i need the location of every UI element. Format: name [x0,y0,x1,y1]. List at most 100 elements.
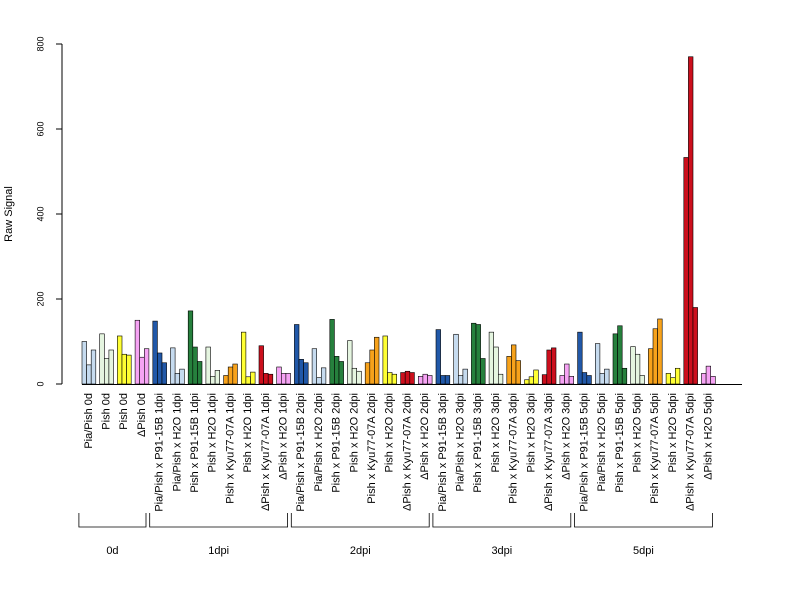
bar [99,333,105,385]
bar [665,373,671,385]
bar [161,362,167,385]
bar [320,367,327,385]
bar [347,340,353,385]
group-label: 3dpi [491,545,512,557]
bar [701,373,707,385]
bar [117,335,123,385]
bar [422,373,428,385]
bar [126,354,132,385]
bar [604,368,610,385]
bar [369,349,375,385]
bar [417,376,424,385]
bar [488,331,495,385]
bar [568,376,574,385]
bar [400,372,406,385]
bar [241,331,247,385]
x-tick-label: ΔPish x H2O 5dpi [702,393,714,480]
x-tick-label: Pish x Kyu77-07A 1dpi [224,393,236,504]
bar [599,373,605,385]
bar [639,375,645,385]
bar [280,373,287,385]
x-tick-label: Pia/Pish x P91-15B 1dpi [154,393,166,512]
x-tick-label: Pish x H2O 1dpi [207,393,219,472]
x-tick-label: Pia/Pish x H2O 1dpi [171,393,183,491]
y-tick-label: 800 [35,36,45,51]
bar [298,359,304,385]
x-tick-label: Pish x P91-15B 1dpi [189,393,201,493]
bar [316,377,322,385]
x-tick-label: ΔPish x Kyu77-07A 1dpi [260,393,272,511]
bar [223,375,229,385]
bar [187,310,194,385]
bar [174,373,181,385]
x-tick-label: ΔPish x H2O 1dpi [278,393,290,480]
bar [205,346,211,385]
bar [258,345,264,385]
x-tick-label: Pia/Pish x H2O 3dpi [455,393,467,491]
x-tick-label: Pish 0d [118,393,130,430]
bar [586,375,592,385]
x-tick-label: Pish x Kyu77-07A 3dpi [508,393,520,504]
group-label: 5dpi [633,545,654,557]
bar [86,364,92,385]
bar [391,373,398,385]
bar [475,324,481,385]
bar [232,363,238,385]
bar [90,349,97,385]
bar [551,347,557,385]
bar [524,379,530,385]
bar [276,366,282,385]
bar [440,375,446,385]
bar [533,369,539,385]
bar [594,343,601,385]
x-tick-label: ΔPish x H2O 3dpi [561,393,573,480]
bar [453,333,459,385]
bar [444,375,451,385]
y-axis-title: Raw Signal [3,186,15,242]
bar [670,377,676,385]
bar [480,358,486,385]
bar [144,348,150,385]
x-tick-label: ΔPish x Kyu77-07A 5dpi [685,393,697,511]
bar [374,336,380,385]
group-label: 0d [106,545,118,557]
bar [528,376,534,385]
x-tick-label: Pia/Pish x P91-15B 3dpi [437,393,449,512]
bar [104,358,110,385]
x-tick-label: Pish x H2O 3dpi [490,393,502,472]
bar [692,307,698,385]
y-tick-label: 600 [35,121,45,136]
bar [683,157,689,385]
bar [227,366,234,385]
y-tick-label: 0 [35,381,45,386]
bar [303,362,309,385]
x-tick-label: Pish x H2O 1dpi [242,393,254,472]
x-tick-label: Pish x H2O 5dpi [667,393,679,472]
bar [387,372,393,385]
x-tick-label: Pish x H2O 3dpi [525,393,537,472]
bar [214,370,221,385]
bar [267,373,274,385]
bar [612,333,618,385]
bar [497,373,504,385]
bar [338,361,344,385]
x-tick-label: Pia/Pish 0d [83,393,95,449]
bar [564,363,570,385]
bar [157,352,163,385]
bar [294,324,300,385]
bar [674,367,681,385]
bar [210,376,216,385]
bar [581,372,588,385]
bar [329,319,335,385]
bar [652,328,658,385]
bar [546,349,552,385]
bar [515,360,521,385]
group-bracket [574,513,713,528]
bar [511,344,517,385]
y-tick-label: 200 [35,291,45,306]
group-label: 1dpi [208,545,229,557]
group-bracket [149,513,288,528]
bar [250,371,256,385]
